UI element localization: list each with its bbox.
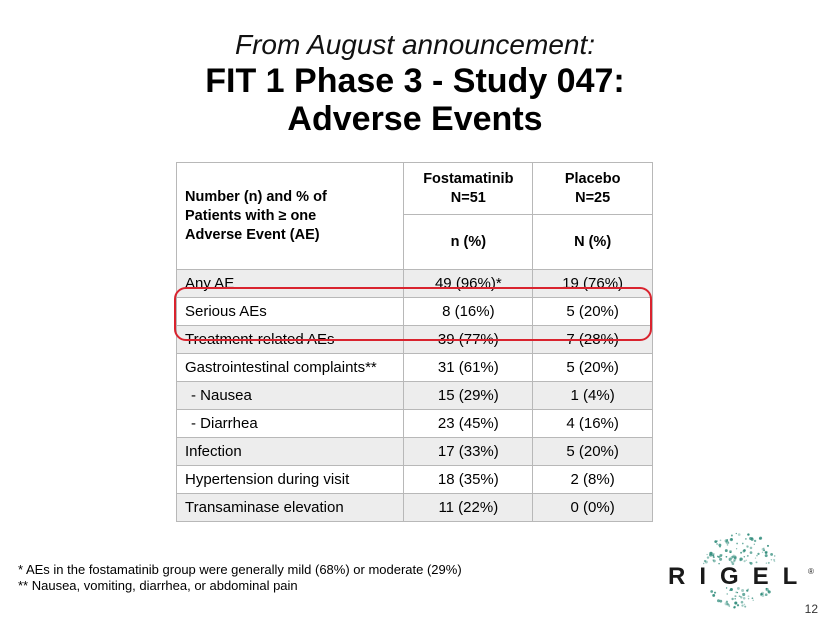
table-row: Hypertension during visit 18 (35%) 2 (8%…	[175, 465, 653, 494]
slide-title-block: From August announcement: FIT 1 Phase 3 …	[0, 28, 830, 138]
row-header-line: Number (n) and % of	[185, 188, 327, 205]
placebo-value: 2 (8%)	[532, 465, 653, 494]
placebo-value: 5 (20%)	[532, 353, 653, 382]
registered-mark: ®	[808, 567, 814, 576]
fostamatinib-value: 11 (22%)	[403, 493, 534, 522]
footnote-1: * AEs in the fostamatinib group were gen…	[18, 562, 462, 577]
rigel-logo-mark-icon: RIGEL ®	[668, 532, 814, 609]
fostamatinib-value: 49 (96%)*	[403, 269, 534, 298]
row-label: Infection	[175, 437, 405, 466]
table-row: Infection 17 (33%) 5 (20%)	[175, 437, 653, 466]
fostamatinib-value: 18 (35%)	[403, 465, 534, 494]
row-header-line: Patients with ≥ one	[185, 207, 317, 224]
table-row: - Diarrhea 23 (45%) 4 (16%)	[175, 409, 653, 438]
row-label: Transaminase elevation	[175, 493, 405, 522]
col-header-placebo: Placebo N=25	[532, 162, 653, 215]
footnotes: * AEs in the fostamatinib group were gen…	[18, 562, 462, 594]
placebo-value: 0 (0%)	[532, 493, 653, 522]
slide-title-line-1: FIT 1 Phase 3 - Study 047:	[205, 62, 625, 100]
col-header-fostamatinib: Fostamatinib N=51	[403, 162, 534, 215]
row-label: Hypertension during visit	[175, 465, 405, 494]
table-row: Serious AEs 8 (16%) 5 (20%)	[175, 297, 653, 326]
col-subheader-placebo: N (%)	[532, 214, 653, 270]
rigel-logo: RIGEL ®	[660, 530, 820, 610]
row-label: Gastrointestinal complaints**	[175, 353, 405, 382]
fostamatinib-value: 17 (33%)	[403, 437, 534, 466]
row-header-cell: Number (n) and % of Patients with ≥ one …	[175, 162, 405, 270]
slide-title-line-2: Adverse Events	[287, 100, 543, 138]
row-label: Any AE	[175, 269, 405, 298]
placebo-value: 7 (28%)	[532, 325, 653, 354]
adverse-events-table: Number (n) and % of Patients with ≥ one …	[175, 162, 653, 522]
row-label: - Nausea	[175, 381, 405, 410]
placebo-value: 19 (76%)	[532, 269, 653, 298]
footnote-2: ** Nausea, vomiting, diarrhea, or abdomi…	[18, 578, 298, 593]
row-label: Serious AEs	[175, 297, 405, 326]
rigel-logo-wordmark: RIGEL	[668, 563, 811, 590]
fostamatinib-value: 8 (16%)	[403, 297, 534, 326]
placebo-value: 5 (20%)	[532, 297, 653, 326]
table-row: Any AE 49 (96%)* 19 (76%)	[175, 269, 653, 298]
slide-subtitle: From August announcement:	[234, 29, 596, 60]
placebo-value: 1 (4%)	[532, 381, 653, 410]
placebo-value: 4 (16%)	[532, 409, 653, 438]
page-number: 12	[804, 602, 818, 616]
fostamatinib-value: 15 (29%)	[403, 381, 534, 410]
row-header-line: Adverse Event (AE)	[185, 226, 320, 243]
col-header-line: Fostamatinib	[423, 170, 514, 187]
table-row: - Nausea 15 (29%) 1 (4%)	[175, 381, 653, 410]
col-header-line: N=25	[575, 189, 611, 206]
col-subheader-fostamatinib: n (%)	[403, 214, 534, 270]
table-row: Transaminase elevation 11 (22%) 0 (0%)	[175, 493, 653, 522]
fostamatinib-value: 23 (45%)	[403, 409, 534, 438]
col-header-line: N=51	[450, 189, 486, 206]
placebo-value: 5 (20%)	[532, 437, 653, 466]
fostamatinib-value: 31 (61%)	[403, 353, 534, 382]
row-label: - Diarrhea	[175, 409, 405, 438]
table-row: Gastrointestinal complaints** 31 (61%) 5…	[175, 353, 653, 382]
table-row: Treatment-related AEs 39 (77%) 7 (28%)	[175, 325, 653, 354]
row-label: Treatment-related AEs	[175, 325, 405, 354]
fostamatinib-value: 39 (77%)	[403, 325, 534, 354]
col-header-line: Placebo	[564, 170, 621, 187]
